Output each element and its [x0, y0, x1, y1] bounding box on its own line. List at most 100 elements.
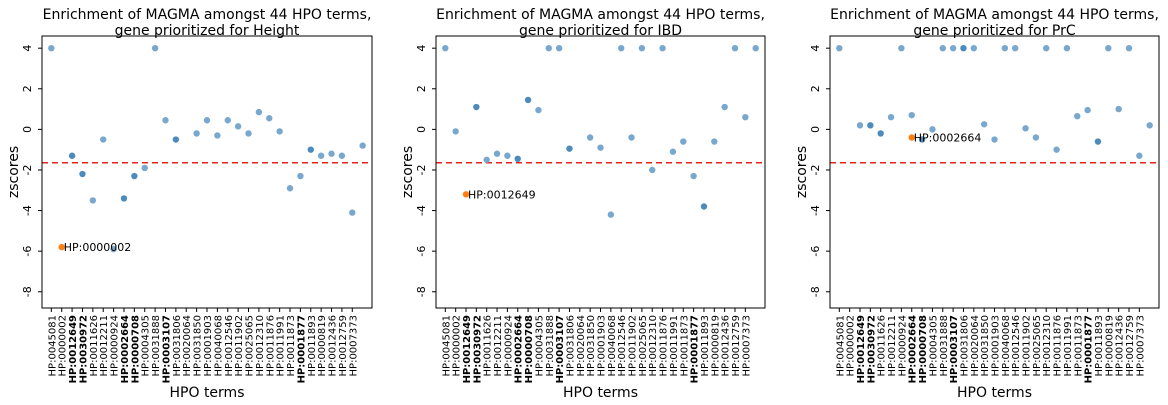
chart-title-line-1: Enrichment of MAGMA amongst 44 HPO terms… — [436, 7, 765, 23]
highlight-point — [58, 243, 65, 251]
plot-frame — [41, 35, 373, 309]
x-tick-label: HP:0000708 — [524, 315, 535, 383]
data-point — [1115, 105, 1122, 113]
data-point — [483, 156, 490, 164]
data-point — [286, 185, 294, 192]
data-point — [1032, 134, 1040, 141]
x-tick-label: HP:0030972 — [472, 315, 483, 383]
x-tick-label: HP:0020064 — [576, 315, 587, 376]
x-tick-label: HP:0020064 — [182, 315, 193, 376]
y-tick-label: -2 — [415, 164, 428, 175]
highlight-annotation: HP:0000002 — [64, 241, 132, 254]
x-tick-label: HP:0031806 — [172, 315, 183, 376]
x-tick-label: HP:0001877 — [690, 315, 701, 383]
data-point — [141, 164, 148, 172]
x-tick-label: HP:0012649 — [68, 315, 79, 383]
chart-panel-3: Enrichment of MAGMA amongst 44 HPO terms… — [794, 7, 1160, 401]
data-point — [317, 152, 325, 159]
data-point — [110, 245, 117, 253]
x-tick-label: HP:0040068 — [607, 315, 618, 376]
x-tick-label: HP:0012436 — [721, 315, 732, 376]
x-tick-label: HP:0012759 — [1125, 315, 1136, 376]
x-tick-label: HP:0000708 — [918, 315, 929, 383]
y-tick-label: -8 — [415, 286, 428, 297]
y-tick-label: -8 — [21, 286, 34, 297]
highlight-point — [462, 191, 470, 198]
y-axis-label: zscores — [400, 146, 416, 198]
y-tick-label: 0 — [809, 126, 822, 133]
x-tick-label: HP:0000002 — [452, 315, 463, 376]
x-tick-label: HP:0040068 — [1001, 315, 1012, 376]
x-tick-label: HP:0011876 — [1053, 315, 1064, 376]
data-point — [607, 211, 615, 218]
data-point — [721, 103, 728, 111]
data-point — [856, 122, 864, 129]
chart-title-line-2: gene prioritized for IBD — [519, 23, 682, 39]
chart-title-line-2: gene prioritized for PrC — [913, 23, 1076, 39]
data-point — [1001, 44, 1009, 52]
x-tick-label: HP:0002664 — [514, 315, 525, 383]
x-tick-label: HP:0011873 — [679, 315, 690, 376]
x-tick-label: HP:0011626 — [89, 315, 100, 376]
x-tick-label: HP:0000002 — [58, 315, 69, 376]
data-point — [224, 117, 231, 124]
x-tick-label: HP:0045081 — [835, 315, 846, 376]
x-tick-label: HP:0001877 — [1084, 315, 1095, 383]
x-tick-label: HP:0012649 — [856, 315, 867, 383]
data-point — [742, 113, 749, 121]
data-point — [131, 172, 138, 180]
x-tick-label: HP:0012436 — [328, 315, 339, 376]
y-tick-label: -4 — [415, 205, 428, 216]
x-tick-label: HP:0011876 — [659, 315, 670, 376]
data-point — [338, 152, 346, 159]
x-tick-label: HP:0007373 — [741, 315, 752, 376]
x-tick-label: HP:0012310 — [648, 315, 659, 376]
chart-panel-2: Enrichment of MAGMA amongst 44 HPO terms… — [400, 7, 766, 401]
data-point — [234, 123, 242, 130]
x-tick-label: HP:0000819 — [710, 315, 721, 376]
y-tick-label: 2 — [415, 85, 428, 92]
data-point — [949, 44, 957, 52]
data-point — [1105, 44, 1112, 52]
data-point — [359, 142, 366, 149]
data-point — [68, 152, 76, 159]
x-tick-label: HP:0011991 — [276, 315, 287, 376]
data-point — [836, 44, 843, 52]
data-point — [638, 44, 646, 52]
x-tick-label: HP:0025065 — [638, 315, 649, 376]
data-point — [203, 117, 211, 124]
x-tick-label: HP:0012546 — [224, 315, 235, 376]
y-tick-label: 0 — [415, 126, 428, 133]
y-tick-label: -4 — [21, 205, 34, 216]
data-point — [649, 166, 656, 174]
x-tick-label: HP:0040068 — [213, 315, 224, 376]
x-tick-label: HP:0001903 — [991, 315, 1002, 376]
x-tick-label: HP:0031888 — [545, 315, 556, 376]
data-point — [555, 44, 563, 52]
x-tick-label: HP:0031850 — [193, 315, 204, 376]
x-tick-label: HP:0031888 — [151, 315, 162, 376]
data-point — [151, 44, 159, 52]
x-tick-label: HP:0045081 — [47, 315, 58, 376]
data-point — [493, 150, 501, 157]
x-tick-label: HP:0011902 — [628, 315, 639, 376]
data-point — [867, 122, 874, 129]
y-tick-label: 2 — [21, 85, 34, 92]
x-tick-label: HP:0025065 — [1032, 315, 1043, 376]
x-tick-label: HP:0004305 — [928, 315, 939, 376]
data-point — [452, 128, 459, 135]
data-point — [918, 136, 926, 143]
x-tick-label: HP:0012759 — [338, 315, 349, 376]
y-axis-label: zscores — [6, 146, 22, 198]
x-tick-label: HP:0000819 — [317, 315, 328, 376]
x-tick-label: HP:0012546 — [617, 315, 628, 376]
y-tick-label: 4 — [21, 45, 34, 52]
data-point — [908, 111, 915, 119]
x-tick-label: HP:0011626 — [483, 315, 494, 376]
x-tick-label: HP:0011991 — [1063, 315, 1074, 376]
data-point — [524, 96, 532, 104]
x-tick-label: HP:0011902 — [234, 315, 245, 376]
data-point — [1022, 125, 1029, 132]
data-point — [752, 44, 759, 52]
